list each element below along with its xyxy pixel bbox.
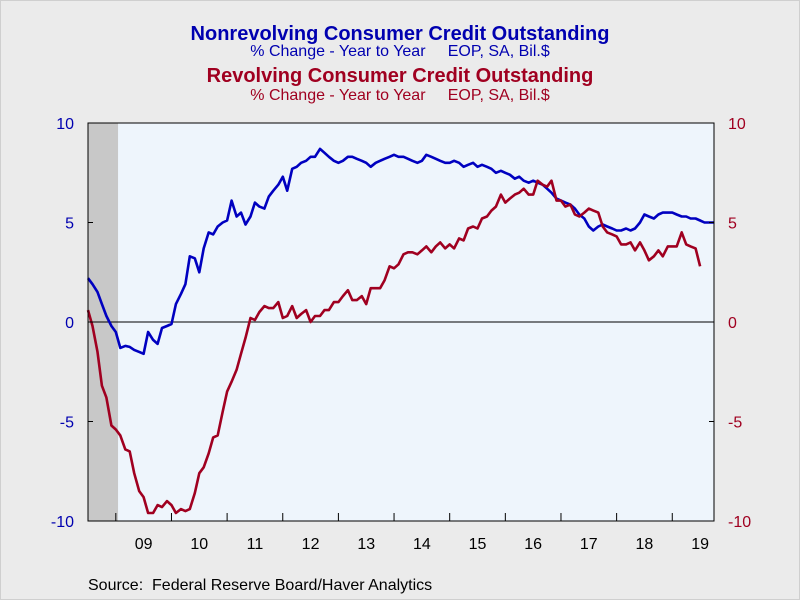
source-note: Source: Federal Reserve Board/Haver Anal…: [88, 577, 432, 594]
x-tick-label: 15: [469, 536, 487, 553]
x-tick-label: 18: [636, 536, 654, 553]
x-tick-label: 10: [190, 536, 208, 553]
x-tick-label: 19: [691, 536, 709, 553]
chart-subtitle-revolving: % Change - Year to Year EOP, SA, Bil.$: [250, 87, 550, 104]
y-tick-label-left: 10: [56, 116, 74, 133]
x-tick-label: 09: [135, 536, 153, 553]
y-tick-label-left: -5: [60, 415, 74, 432]
y-tick-label-right: -5: [728, 415, 742, 432]
x-tick-label: 17: [580, 536, 598, 553]
chart-title-revolving: Revolving Consumer Credit Outstanding: [207, 65, 594, 87]
y-tick-label-right: -10: [728, 514, 751, 531]
series-line-nonrevolving: [86, 147, 714, 356]
axes-layer: -10 -10 -5 -5 0 0 5 5 10 10 09 10 11 12 13 14 15 16 17 18 19: [51, 116, 751, 553]
x-tick-label: 14: [413, 536, 431, 553]
y-tick-label-right: 5: [728, 216, 737, 233]
y-tick-label-right: 10: [728, 116, 746, 133]
y-tick-label-left: -10: [51, 514, 74, 531]
y-tick-label-right: 0: [728, 315, 737, 332]
series-layer: [86, 147, 714, 515]
x-tick-label: 13: [357, 536, 375, 553]
y-tick-label-left: 0: [65, 315, 74, 332]
x-tick-label: 12: [302, 536, 320, 553]
x-tick-label: 11: [247, 536, 264, 553]
y-tick-label-left: 5: [65, 216, 74, 233]
x-tick-label: 16: [524, 536, 542, 553]
chart-subtitle-nonrevolving: % Change - Year to Year EOP, SA, Bil.$: [250, 43, 550, 60]
chart-title-nonrevolving: Nonrevolving Consumer Credit Outstanding: [191, 23, 610, 45]
series-line-revolving: [86, 179, 702, 515]
